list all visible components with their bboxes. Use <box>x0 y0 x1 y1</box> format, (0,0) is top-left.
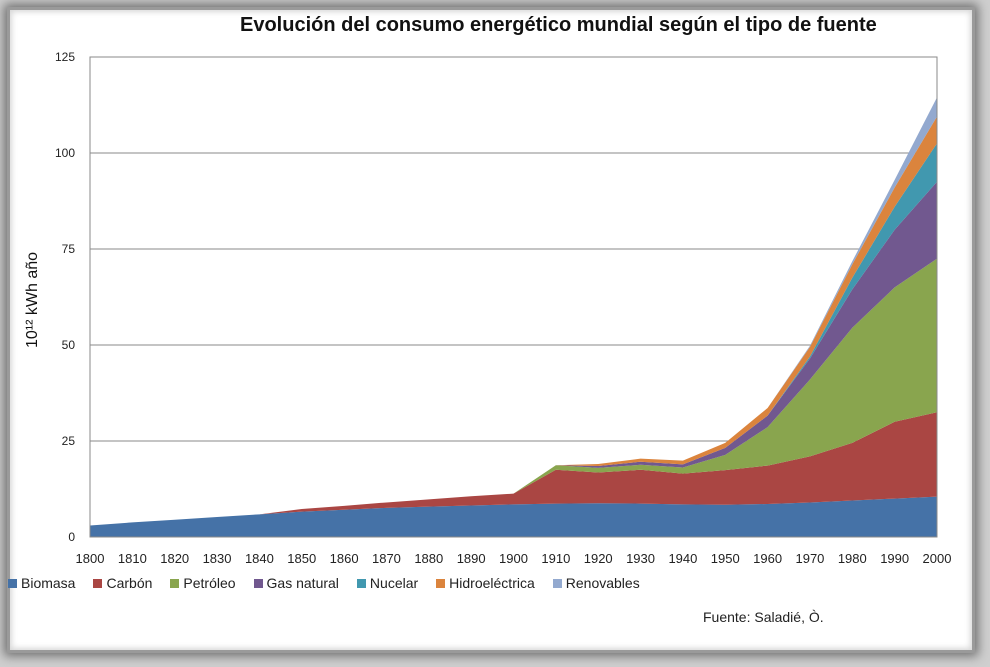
legend-item-nucelar: Nucelar <box>356 575 419 591</box>
y-tick-labels: 0 25 50 75 100 125 <box>55 50 75 544</box>
legend-label: Petróleo <box>183 575 236 591</box>
legend-swatch <box>253 578 263 588</box>
legend-item-renovables: Renovables <box>552 575 640 591</box>
source-note: Fuente: Saladié, Ò. <box>703 609 824 625</box>
x-tick-label: 1890 <box>457 551 486 566</box>
x-tick-labels: 1800 1810 1820 1830 1840 1850 1860 1870 1880 1890… <box>76 551 952 566</box>
x-tick-label: 1880 <box>414 551 443 566</box>
y-tick-label: 125 <box>55 50 75 64</box>
legend-swatch <box>356 578 366 588</box>
legend-label: Renovables <box>565 575 640 591</box>
legend-swatch <box>552 578 562 588</box>
axes <box>89 56 938 538</box>
x-tick-label: 1910 <box>541 551 570 566</box>
x-tick-label: 1960 <box>753 551 782 566</box>
x-tick-label: 1970 <box>795 551 824 566</box>
y-tick-label: 25 <box>62 434 76 448</box>
chart-frame <box>10 10 972 650</box>
x-tick-label: 1830 <box>203 551 232 566</box>
y-tick-label: 75 <box>62 242 76 256</box>
y-tick-label: 0 <box>68 530 75 544</box>
legend: Biomasa Carbón Petróleo Gas natural Nucelar H… <box>8 575 658 591</box>
legend-item-gas-natural: Gas natural <box>253 575 339 591</box>
legend-label: Biomasa <box>21 575 76 591</box>
legend-swatch <box>93 578 103 588</box>
x-tick-label: 1820 <box>160 551 189 566</box>
x-tick-label: 1920 <box>584 551 613 566</box>
y-tick-label: 100 <box>55 146 75 160</box>
legend-label: Carbón <box>106 575 153 591</box>
x-tick-label: 1900 <box>499 551 528 566</box>
x-tick-label: 1990 <box>880 551 909 566</box>
legend-swatch <box>436 578 446 588</box>
x-tick-label: 1870 <box>372 551 401 566</box>
legend-swatch <box>170 578 180 588</box>
plot-area-border <box>89 56 938 538</box>
y-axis-label: 10¹² kWh año <box>24 252 41 348</box>
legend-item-hidroeléctrica: Hidroeléctrica <box>436 575 535 591</box>
area-carbón <box>90 412 937 526</box>
legend-item-biomasa: Biomasa <box>8 575 75 591</box>
x-tick-label: 1840 <box>245 551 274 566</box>
area-series <box>90 97 937 537</box>
x-tick-label: 2000 <box>923 551 952 566</box>
x-tick-label: 1810 <box>118 551 147 566</box>
legend-label: Hidroeléctrica <box>449 575 535 591</box>
legend-item-petróleo: Petróleo <box>170 575 236 591</box>
legend-item-carbón: Carbón <box>93 575 152 591</box>
x-tick-label: 1940 <box>668 551 697 566</box>
area-petróleo <box>90 258 937 526</box>
legend-label: Nucelar <box>369 575 419 591</box>
x-tick-label: 1930 <box>626 551 655 566</box>
legend-label: Gas natural <box>266 575 339 591</box>
x-tick-label: 1850 <box>287 551 316 566</box>
x-tick-label: 1980 <box>838 551 867 566</box>
area-biomasa <box>90 496 937 537</box>
x-tick-label: 1950 <box>711 551 740 566</box>
chart-title: Evolución del consumo energético mundial… <box>240 14 877 36</box>
x-tick-label: 1800 <box>76 551 105 566</box>
x-tick-label: 1860 <box>330 551 359 566</box>
legend-swatch <box>8 578 17 588</box>
y-tick-label: 50 <box>62 338 76 352</box>
